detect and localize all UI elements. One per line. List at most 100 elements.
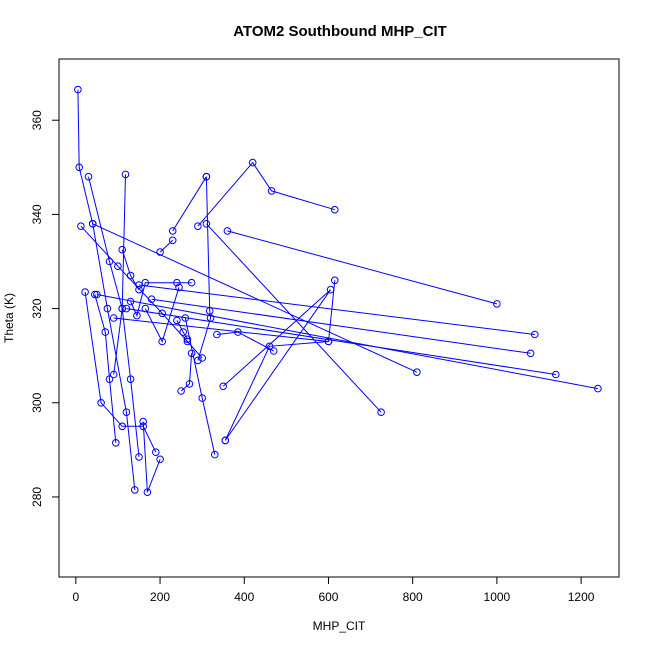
- y-tick-label: 360: [30, 110, 44, 130]
- series-line: [113, 317, 329, 342]
- series-line: [142, 421, 161, 493]
- series-26: [122, 304, 560, 379]
- data-point: [413, 368, 421, 377]
- data-point: [175, 283, 183, 292]
- data-point: [173, 316, 181, 325]
- series-22: [223, 227, 501, 308]
- series-line: [216, 331, 274, 352]
- series-line: [144, 287, 180, 343]
- data-point: [202, 220, 211, 228]
- y-tick-label: 340: [30, 204, 44, 224]
- series-24: [93, 290, 602, 393]
- series-25: [135, 281, 539, 339]
- data-point: [194, 222, 202, 230]
- data-point: [326, 285, 335, 294]
- series-15: [156, 236, 177, 256]
- series-line: [88, 176, 140, 457]
- data-point: [269, 347, 278, 355]
- data-point: [168, 236, 177, 245]
- data-point: [168, 227, 177, 235]
- data-point: [213, 330, 221, 339]
- data-point: [156, 455, 164, 464]
- series-line: [94, 294, 117, 443]
- data-point: [158, 337, 166, 346]
- data-point: [112, 439, 120, 447]
- data-point: [177, 387, 185, 395]
- data-point: [75, 163, 83, 172]
- data-point: [531, 330, 539, 339]
- data-point: [122, 408, 131, 417]
- data-point: [114, 262, 122, 271]
- series-21: [202, 220, 385, 417]
- series-20: [219, 285, 335, 445]
- y-tick-label: 320: [30, 298, 44, 318]
- series-11: [177, 349, 196, 395]
- series-line: [80, 225, 203, 359]
- data-point: [135, 453, 143, 461]
- data-point: [331, 205, 339, 214]
- series-19: [221, 276, 339, 445]
- data-point: [126, 271, 135, 280]
- data-point: [93, 290, 101, 299]
- chart-title: ATOM2 Southbound MHP_CIT: [233, 23, 447, 40]
- data-point: [143, 488, 152, 497]
- data-point: [552, 370, 560, 379]
- series-line: [151, 298, 531, 354]
- data-point: [133, 311, 141, 320]
- data-point: [118, 304, 126, 313]
- y-tick-label: 280: [30, 487, 44, 507]
- data-point: [101, 328, 110, 336]
- data-point: [109, 314, 118, 322]
- series-line: [92, 223, 418, 373]
- x-tick-label: 600: [318, 590, 338, 604]
- data-point: [223, 227, 232, 235]
- x-axis-label: MHP_CIT: [313, 619, 366, 633]
- data-point: [331, 276, 339, 285]
- data-point: [187, 278, 196, 287]
- data-point: [219, 382, 227, 391]
- data-point: [185, 380, 194, 388]
- series-line: [206, 223, 382, 413]
- x-axis: 0 200 400 600 800 1000 1200: [72, 576, 595, 604]
- series-line: [172, 176, 207, 232]
- series-line: [227, 230, 498, 305]
- data-point: [183, 335, 192, 344]
- data-point: [139, 417, 147, 426]
- series-27: [147, 295, 535, 358]
- series-line: [159, 239, 174, 253]
- data-point: [493, 300, 501, 308]
- series-4: [81, 288, 160, 457]
- series-13: [194, 172, 215, 365]
- data-point: [126, 375, 135, 384]
- series-line: [197, 161, 335, 227]
- y-axis-label: Theta (K): [2, 293, 16, 343]
- series-line: [126, 308, 556, 375]
- x-tick-label: 800: [403, 590, 423, 604]
- series-line: [224, 280, 336, 441]
- data-point: [118, 245, 126, 254]
- series-line: [197, 176, 212, 361]
- data-point: [526, 349, 535, 358]
- data-point: [109, 370, 118, 379]
- y-tick-label: 300: [30, 392, 44, 412]
- x-tick-label: 1000: [484, 590, 511, 604]
- series-line: [77, 89, 136, 490]
- data-point: [324, 337, 333, 346]
- series-line: [96, 294, 598, 390]
- data-point: [202, 172, 211, 181]
- data-point: [248, 158, 257, 167]
- data-point: [81, 288, 89, 296]
- data-point: [152, 448, 160, 457]
- x-tick-label: 1200: [568, 590, 595, 604]
- data-point: [173, 278, 181, 287]
- series-8: [126, 278, 196, 320]
- series-line: [222, 289, 332, 441]
- data-point: [122, 304, 131, 313]
- data-point: [221, 436, 230, 445]
- data-point: [131, 486, 139, 494]
- x-tick-label: 400: [234, 590, 254, 604]
- series-1: [74, 85, 139, 494]
- data-point: [156, 248, 164, 256]
- x-tick-label: 0: [72, 590, 79, 604]
